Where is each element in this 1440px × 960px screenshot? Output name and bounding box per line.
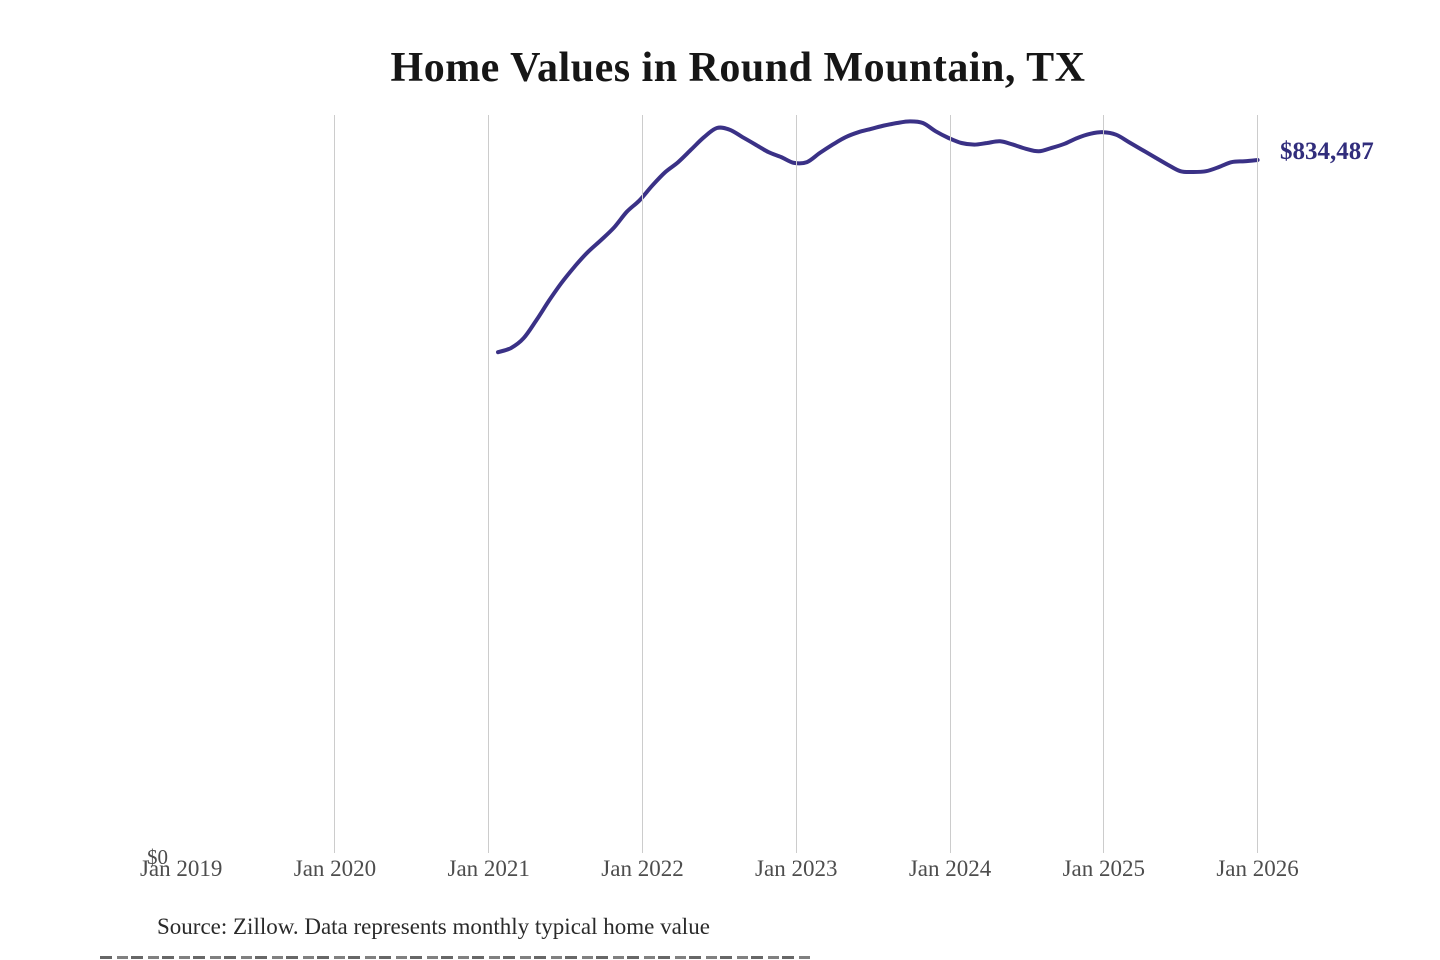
source-note: Source: Zillow. Data represents monthly … bbox=[157, 914, 710, 939]
gridline-jan-2020 bbox=[334, 115, 336, 853]
cropped-text-remnant bbox=[100, 956, 812, 959]
x-tick-label-jan-2019: Jan 2019 bbox=[139, 856, 223, 881]
latest-value-label: $834,487 bbox=[1280, 138, 1374, 165]
x-tick-label-jan-2020: Jan 2020 bbox=[293, 856, 377, 881]
page-title: Home Values in Round Mountain, TX bbox=[390, 45, 1086, 91]
home-value-line bbox=[496, 119, 1260, 355]
x-tick-label-jan-2025: Jan 2025 bbox=[1062, 856, 1146, 881]
gridline-jan-2022 bbox=[642, 115, 643, 853]
y-axis-zero-label: $0 bbox=[147, 845, 168, 869]
x-tick-label-jan-2026: Jan 2026 bbox=[1216, 856, 1299, 881]
gridline-jan-2023 bbox=[795, 115, 797, 853]
gridline-jan-2026 bbox=[1257, 115, 1259, 853]
gridline-jan-2021 bbox=[488, 115, 490, 853]
gridline-jan-2025 bbox=[1103, 115, 1105, 853]
x-tick-label-jan-2023: Jan 2023 bbox=[755, 856, 838, 881]
x-tick-label-jan-2022: Jan 2022 bbox=[601, 856, 684, 881]
gridline-jan-2024 bbox=[949, 115, 951, 853]
x-tick-label-jan-2021: Jan 2021 bbox=[447, 856, 530, 881]
x-tick-label-jan-2024: Jan 2024 bbox=[908, 856, 992, 881]
